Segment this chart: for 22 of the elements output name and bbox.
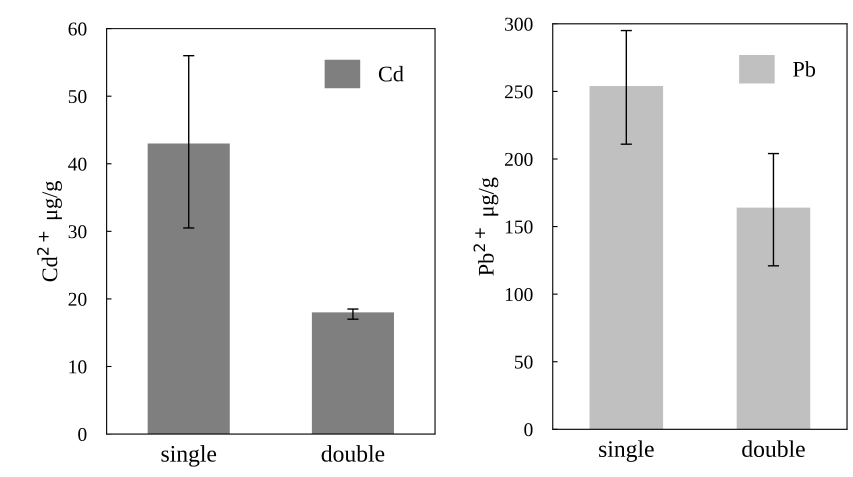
y-tick-label: 200 — [504, 152, 533, 166]
y-axis-title: Cd$^{2+}$ μg/g — [37, 181, 62, 282]
y-tick-label: 250 — [504, 85, 533, 98]
y-axis-title: Pb$^{2+}$ μg/g — [473, 178, 498, 276]
y-tick-label: 150 — [506, 220, 533, 234]
y-tick-label: 20 — [68, 292, 86, 306]
legend-label: Pb — [793, 61, 816, 77]
x-tick-label: double — [742, 440, 805, 458]
x-tick-label: single — [161, 445, 216, 467]
y-tick-label: 300 — [505, 18, 533, 31]
y-tick-label: 100 — [506, 288, 533, 302]
y-tick-label: 0 — [78, 428, 86, 442]
legend-label: Cd — [378, 66, 404, 82]
y-tick-label: 60 — [68, 22, 86, 36]
y-tick-label: 0 — [524, 423, 533, 436]
y-tick-label: 50 — [68, 90, 86, 104]
x-tick-label: single — [599, 440, 654, 462]
x-tick-label: double — [322, 445, 384, 462]
y-tick-label: 50 — [514, 356, 533, 369]
y-tick-label: 40 — [68, 158, 86, 171]
y-tick-label: 30 — [68, 225, 86, 238]
y-tick-label: 10 — [69, 360, 86, 374]
